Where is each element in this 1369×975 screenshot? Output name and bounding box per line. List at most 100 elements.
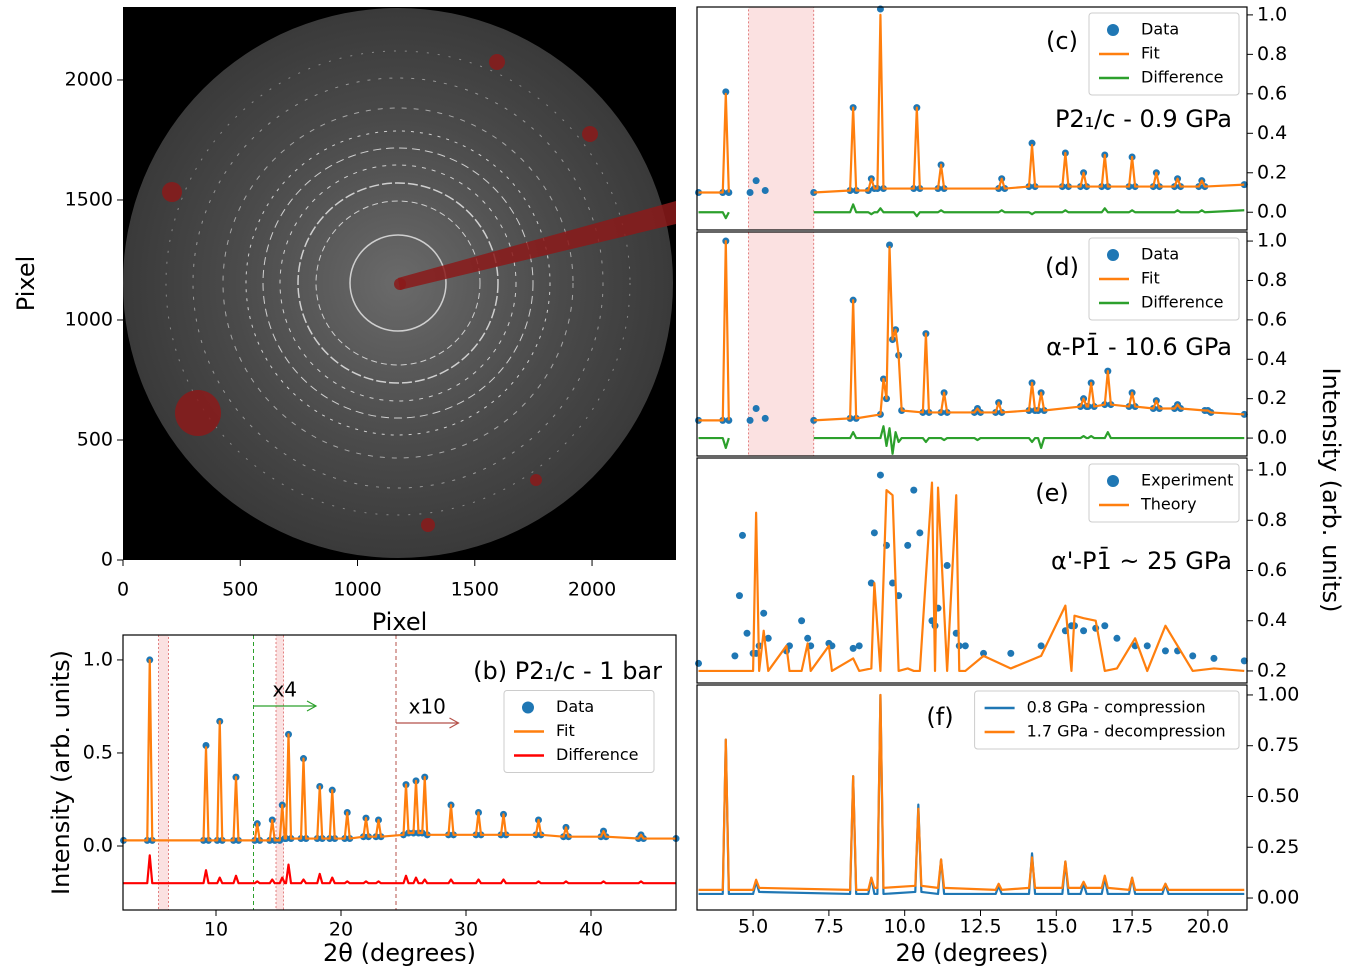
data-point [856, 642, 863, 649]
shaded-region [749, 232, 814, 456]
legend-label: Theory [1140, 495, 1197, 514]
legend-label: Difference [1141, 293, 1223, 312]
y-tick-label: 0.6 [1257, 82, 1287, 104]
y-tick-label: 2000 [65, 68, 113, 90]
y-tick-label: 0.4 [1257, 348, 1287, 370]
marker-label: x4 [272, 678, 297, 702]
legend-label: Fit [1141, 44, 1160, 63]
legend-label: Data [1141, 20, 1179, 39]
y-tick-label: 1000 [65, 308, 113, 330]
mask-spot [421, 518, 435, 532]
data-point [736, 592, 743, 599]
legend-swatch [1107, 249, 1119, 261]
x-tick-label: 500 [222, 579, 258, 601]
data-point [944, 562, 951, 569]
data-point [1101, 622, 1108, 629]
data-point [850, 645, 857, 652]
x-tick-label: 0 [117, 579, 129, 601]
legend-label: 0.8 GPa - compression [1027, 698, 1206, 717]
x-tick-label: 15.0 [1035, 916, 1077, 938]
panel-label: (a) [137, 18, 170, 46]
mask-spot [175, 390, 221, 436]
data-point [744, 630, 751, 637]
legend-label: Difference [1141, 68, 1223, 87]
panel-label: (d) [1045, 253, 1079, 281]
x-tick-label: 20.0 [1187, 916, 1229, 938]
y-axis-label: Intensity (arb. units) [1317, 368, 1345, 613]
panel-annotation: P2₁/c - 0.9 GPa [1055, 105, 1232, 133]
x-tick-label: 12.5 [959, 916, 1001, 938]
y-tick-label: 0.25 [1257, 836, 1299, 858]
legend-label: Fit [1141, 269, 1160, 288]
x-tick-label: 2000 [568, 579, 616, 601]
panel-annotation: α-P1̄ - 10.6 GPa [1046, 332, 1232, 361]
detector-image [123, 7, 676, 560]
x-tick-label: 10 [204, 919, 228, 941]
y-tick-label: 0.50 [1257, 785, 1299, 807]
marker-label: x10 [409, 695, 446, 719]
mask-spot [530, 474, 542, 486]
x-tick-label: 5.0 [738, 916, 768, 938]
data-point [731, 652, 738, 659]
x-tick-label: 10.0 [884, 916, 926, 938]
shaded-region [749, 7, 814, 230]
data-point [877, 472, 884, 479]
shaded-region [276, 635, 284, 910]
data-point [962, 642, 969, 649]
data-point [1144, 642, 1151, 649]
legend-label: Data [1141, 245, 1179, 264]
figure: 05001000150020000500100015002000PixelPix… [0, 0, 1369, 975]
y-tick-label: 1500 [65, 188, 113, 210]
y-tick-label: 1.0 [1257, 459, 1287, 481]
y-tick-label: 0.8 [1257, 269, 1287, 291]
data-point [1162, 647, 1169, 654]
legend-swatch [1107, 24, 1119, 36]
legend-label: Fit [556, 721, 575, 740]
data-point [1210, 655, 1217, 662]
y-tick-label: 0.0 [1257, 201, 1287, 223]
data-point [1007, 650, 1014, 657]
y-tick-label: 0.2 [1257, 161, 1287, 183]
data-point [753, 405, 760, 412]
data-point [747, 189, 754, 196]
data-point [804, 635, 811, 642]
data-point [739, 532, 746, 539]
data-point [916, 529, 923, 536]
y-tick-label: 500 [77, 428, 113, 450]
y-axis-label: Intensity (arb. units) [47, 650, 75, 895]
y-tick-label: 1.00 [1257, 683, 1299, 705]
y-tick-label: 0.00 [1257, 887, 1299, 909]
data-point [871, 529, 878, 536]
panel-annotation: (b) P2₁/c - 1 bar [473, 657, 662, 685]
legend-label: 1.7 GPa - decompression [1027, 722, 1226, 741]
panel-annotation: α'-P1̄ ~ 25 GPa [1051, 546, 1232, 575]
data-point [762, 415, 769, 422]
legend-label: Experiment [1141, 471, 1233, 490]
beam-center [394, 278, 406, 290]
x-tick-label: 1000 [333, 579, 381, 601]
y-tick-label: 1.0 [1257, 230, 1287, 252]
data-point [1113, 635, 1120, 642]
y-tick-label: 0.8 [1257, 43, 1287, 65]
data-point [760, 610, 767, 617]
mask-spot [489, 54, 505, 70]
x-axis-label: Pixel [372, 608, 428, 636]
x-tick-label: 30 [454, 919, 478, 941]
shaded-region [159, 635, 169, 910]
x-tick-label: 40 [579, 919, 603, 941]
y-axis-label: Pixel [12, 256, 40, 312]
mask-spot [582, 126, 598, 142]
series-line [124, 855, 677, 883]
x-tick-label: 7.5 [814, 916, 844, 938]
legend-label: Data [556, 697, 594, 716]
y-tick-label: 0.0 [1257, 427, 1287, 449]
y-tick-label: 0.0 [83, 834, 113, 856]
x-axis-label: 2θ (degrees) [896, 939, 1049, 967]
y-tick-label: 0.6 [1257, 559, 1287, 581]
data-point [753, 177, 760, 184]
data-point [910, 487, 917, 494]
y-tick-label: 0.4 [1257, 609, 1287, 631]
panel-label: (c) [1046, 27, 1078, 55]
data-point [1189, 652, 1196, 659]
y-tick-label: 0.75 [1257, 734, 1299, 756]
